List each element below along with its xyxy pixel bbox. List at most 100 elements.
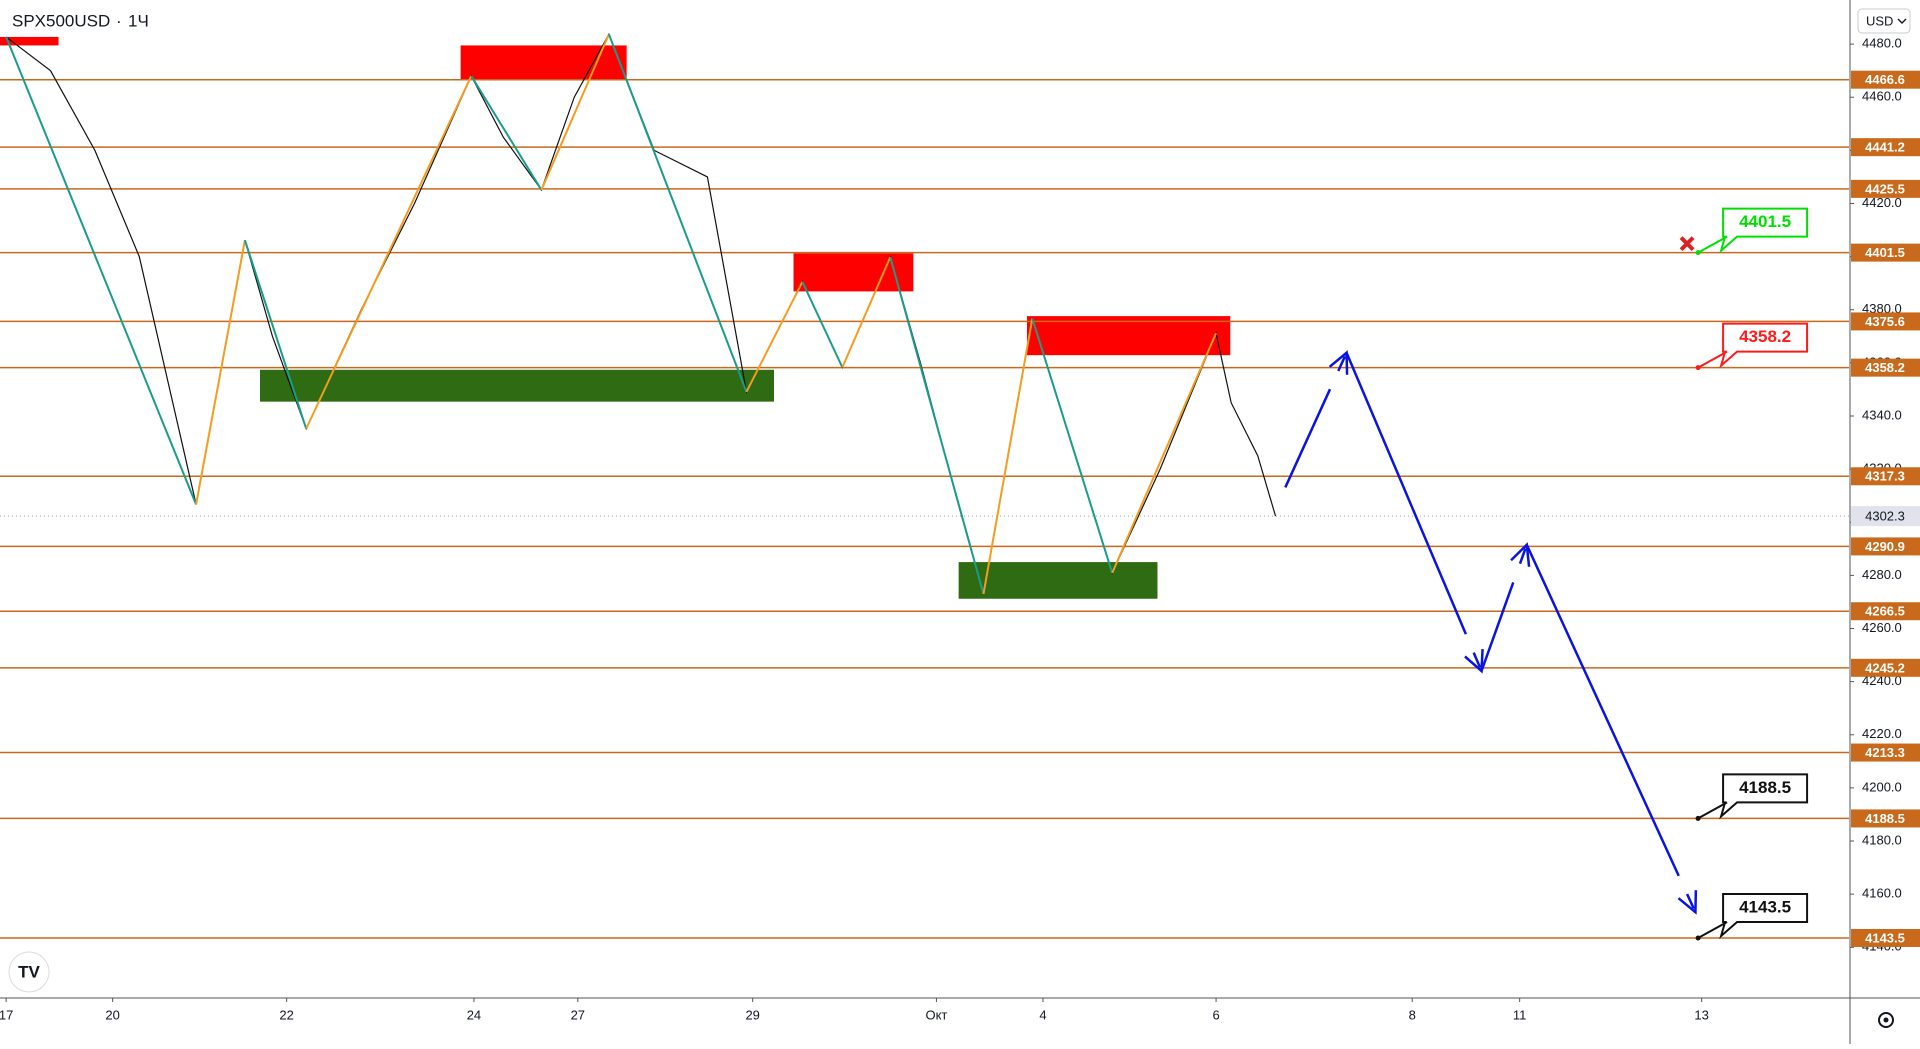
currency: USD (1866, 13, 1893, 28)
level-label-bg (1851, 602, 1920, 621)
level-label-bg (1851, 928, 1920, 947)
level-label-bg (1851, 243, 1920, 262)
y-tick-label: 4200.0 (1862, 779, 1902, 794)
header-bg (2, 8, 174, 36)
callout-label: 4358.2 (1739, 327, 1791, 346)
level-label: 4375.6 (1865, 314, 1905, 329)
callout-label: 4188.5 (1739, 778, 1791, 797)
level-label-bg (1851, 312, 1920, 331)
separator: · (116, 11, 122, 30)
projection-arrowhead (1510, 542, 1531, 567)
zigzag-segment (195, 239, 246, 505)
callout-box (1719, 892, 1809, 939)
last-price-label-bg (1851, 506, 1920, 527)
stop-cross (1679, 236, 1695, 252)
symbol: SPX500USD (12, 11, 110, 30)
y-tick-label: 4380.0 (1862, 301, 1902, 316)
zone (793, 253, 914, 292)
interval[interactable]: 1Ч (128, 11, 149, 30)
x-tick-label: 22 (279, 1007, 293, 1022)
level-label: 4266.5 (1865, 604, 1905, 619)
x-tick-label: 11 (1513, 1007, 1527, 1022)
gear-hub (1883, 1017, 1889, 1023)
level-label: 4358.2 (1865, 360, 1905, 375)
x-tick-label: 20 (105, 1007, 119, 1022)
projection-segment (1525, 544, 1695, 910)
level-label-bg (1851, 658, 1920, 677)
callout-pointer (1697, 921, 1728, 939)
level-label: 4466.6 (1865, 72, 1905, 87)
level-label: 4188.5 (1865, 811, 1905, 826)
level-label-bg (1851, 467, 1920, 486)
zone (0, 36, 59, 46)
level-label: 4213.3 (1865, 745, 1905, 760)
x-tick-label: 24 (467, 1007, 481, 1022)
callout-box (1719, 207, 1809, 254)
level-label: 4245.2 (1865, 660, 1905, 675)
x-tick-label: 27 (571, 1007, 585, 1022)
level-label: 4290.9 (1865, 539, 1905, 554)
callout-box (1719, 773, 1809, 820)
y-tick-label: 4280.0 (1862, 567, 1902, 582)
level-label-bg (1851, 743, 1920, 762)
level-label-bg (1851, 358, 1920, 377)
projection-segment (1345, 352, 1482, 668)
callout-pointer (1697, 801, 1728, 820)
level-label-bg (1851, 537, 1920, 556)
callout-pointer (1697, 235, 1728, 254)
zigzag-segment (470, 75, 543, 191)
x-tick-label: 17 (0, 1007, 13, 1022)
zigzag-segment (5, 36, 198, 505)
x-tick-label: 29 (745, 1007, 759, 1022)
level-label: 4401.5 (1865, 245, 1905, 260)
zigzag-segment (982, 318, 1034, 595)
level-label-bg (1851, 70, 1920, 89)
projection-arrowhead (1677, 890, 1698, 915)
y-tick-label: 4480.0 (1862, 36, 1902, 51)
level-label: 4425.5 (1865, 181, 1905, 196)
logo-mark: TV (18, 962, 40, 981)
overlay: SPX500USD · 1Ч USD TV (2, 8, 1911, 1028)
callout-label: 4143.5 (1739, 897, 1791, 916)
y-tick-label: 4180.0 (1862, 832, 1902, 847)
y-tick-label: 4240.0 (1862, 673, 1902, 688)
zigzag-segment (305, 75, 473, 430)
level-label: 4441.2 (1865, 140, 1905, 155)
x-tick-label: 6 (1212, 1007, 1219, 1022)
last-price-label: 4302.3 (1865, 509, 1905, 524)
zigzag-segment (745, 281, 804, 393)
currency-button[interactable] (1857, 8, 1911, 34)
logo-circle (8, 951, 50, 993)
zigzag-segment (1111, 332, 1217, 574)
y-tick-label: 4260.0 (1862, 620, 1902, 635)
callout-pointer (1697, 350, 1728, 369)
zone (1026, 316, 1231, 356)
zigzag-segment (889, 256, 985, 595)
y-tick-label: 4460.0 (1862, 89, 1902, 104)
x-tick-label: Окт (925, 1007, 947, 1022)
settings-icon[interactable] (1878, 1012, 1894, 1028)
zigzag-segment (1031, 318, 1114, 574)
zigzag-segment (607, 33, 748, 393)
y-tick-label: 4340.0 (1862, 407, 1902, 422)
zigzag-segment (841, 256, 892, 368)
zone (260, 369, 774, 402)
level-label-bg (1851, 809, 1920, 828)
gear (1878, 1012, 1894, 1028)
zone (958, 562, 1158, 599)
callout-box (1719, 322, 1809, 369)
projection-segment (1480, 548, 1527, 672)
y-tick-label: 4220.0 (1862, 726, 1902, 741)
y-tick-label: 4420.0 (1862, 195, 1902, 210)
level-label-bg (1851, 138, 1920, 157)
projection-segment (1284, 355, 1347, 488)
x-tick-label: 8 (1409, 1007, 1416, 1022)
zigzag-segment (243, 239, 308, 430)
zigzag-segment (801, 281, 844, 368)
x-tick-label: 4 (1039, 1007, 1046, 1022)
tv-logo[interactable]: TV (8, 951, 50, 993)
y-tick-label: 4160.0 (1862, 886, 1902, 901)
level-label: 4317.3 (1865, 469, 1905, 484)
level-label-bg (1851, 179, 1920, 198)
